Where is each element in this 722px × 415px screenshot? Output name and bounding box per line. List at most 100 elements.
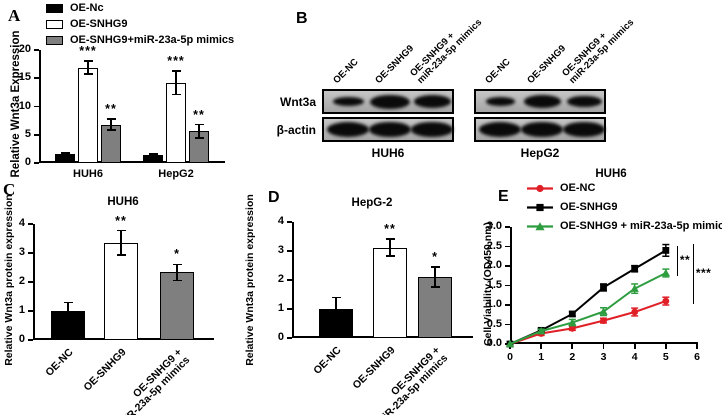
panel-c-plot: 0 1 2 3 4 OE-NC ** OE-SNHG9 * OE-SNHG9 + miR-23a-5…: [19, 214, 214, 415]
panel-a-label: A: [8, 6, 21, 25]
blot-band: [485, 97, 515, 106]
error-bar-cap: [106, 129, 116, 132]
legend-item: OE-SNHG9: [527, 201, 722, 213]
y-tick-label: 4: [277, 215, 284, 227]
significance-label: **: [115, 213, 127, 228]
bar: [373, 247, 407, 338]
data-point: [568, 318, 577, 326]
error-bar-cap: [60, 152, 70, 154]
error-bar-cap: [171, 70, 181, 72]
error-bar: [198, 124, 200, 139]
panel-a-plot: 0 5 10 15 20 *** *** ** ** HUH6 HepG2: [19, 43, 225, 180]
legend-label: OE-SNHG9+miR-23a-5p mimics: [70, 34, 235, 46]
panel-e-label: E: [498, 188, 509, 205]
x-tick-label: 0: [507, 351, 513, 363]
y-tick: [34, 77, 39, 80]
y-axis: [292, 222, 294, 338]
x-category-label-text: OE-SNHG9: [351, 344, 398, 391]
error-bar-cap: [83, 73, 93, 76]
blot-box: [474, 89, 606, 114]
data-point: [505, 339, 515, 348]
label-line: OE-NC: [311, 344, 344, 377]
y-tick-label: 3: [18, 246, 25, 258]
y-tick: [28, 339, 33, 341]
y-tick-label: 2.5: [486, 239, 502, 252]
error-bar: [175, 70, 177, 95]
significance-label: ***: [79, 43, 97, 58]
x-tick: [696, 344, 698, 349]
x-tick-label: 3: [600, 351, 607, 363]
data-point: [536, 326, 546, 335]
significance-label: **: [105, 101, 117, 116]
label-line: OE-SNHG9: [525, 43, 569, 86]
blot-lane-label-text: OE-SNHG9 + miR-23a-5p mimics: [408, 11, 484, 86]
x-tick: [602, 344, 605, 349]
y-tick-label: 4: [18, 217, 25, 229]
blot-band: [327, 122, 369, 137]
legend-swatch: [46, 3, 63, 13]
data-point: [661, 268, 671, 277]
error-bar-cap: [106, 118, 116, 120]
label-line: OE-NC: [331, 56, 361, 86]
blot-row-label: Wnt3a: [280, 95, 316, 109]
error-bar: [67, 302, 69, 320]
data-point: [631, 308, 639, 316]
data-point: [568, 310, 576, 318]
panel-b-label: B: [296, 10, 308, 27]
panel-e-title: HUH6: [595, 168, 627, 180]
error-bar-cap: [63, 318, 73, 321]
y-tick-label: 0: [18, 333, 25, 345]
panel-e-legend: OE-NC OE-SNHG9 OE-SNHG9 + miR-23a-5p mimic…: [527, 182, 722, 239]
x-category-label: HepG2: [158, 168, 194, 180]
legend-label: OE-NC: [560, 182, 596, 194]
blot-box: [322, 89, 454, 114]
blot-lane-label-text: OE-NC: [331, 56, 361, 86]
y-tick: [34, 49, 39, 51]
error-bar-cap: [171, 93, 181, 96]
y-tick-label: 1: [277, 302, 284, 314]
x-category-label-text: OE-NC: [43, 346, 75, 378]
significance-label: **: [384, 221, 396, 236]
y-tick: [34, 162, 39, 164]
y-tick: [505, 245, 510, 248]
y-axis: [510, 227, 512, 344]
y-tick-label: 1: [18, 304, 25, 316]
series-line: [509, 249, 667, 345]
data-point: [662, 247, 670, 254]
blot-band: [332, 96, 364, 107]
error-bar: [87, 60, 89, 75]
y-tick-label: 15: [18, 71, 31, 84]
y-tick: [34, 133, 39, 136]
x-tick-label: 1: [538, 351, 545, 363]
y-axis: [39, 50, 41, 163]
series-line: [509, 300, 667, 345]
x-tick-label: 6: [694, 351, 700, 363]
error-bar: [434, 266, 436, 288]
legend-swatch: [46, 19, 63, 29]
blot-lane-label-text: OE-SNHG9: [373, 43, 416, 86]
y-tick-label: 0.0: [486, 337, 502, 349]
label-line: OE-SNHG9: [81, 346, 129, 394]
blot-group-label: HUH6: [371, 146, 405, 160]
bar: [160, 272, 194, 340]
legend-marker-shape: [535, 221, 545, 230]
blot-band: [411, 122, 453, 137]
x-tick-label: 2: [569, 351, 576, 363]
x-tick-label: 5: [662, 351, 669, 363]
y-tick: [287, 221, 292, 223]
error-bar-cap: [148, 155, 158, 157]
legend-label: OE-SNHG9 + miR-23a-5p mimics: [560, 220, 722, 232]
blot-box: [474, 117, 606, 142]
comparison-bracket: [676, 246, 679, 276]
error-bar-cap: [63, 301, 73, 304]
y-tick: [505, 226, 510, 228]
legend-label: OE-SNHG9: [560, 201, 618, 213]
blot-row-label: β-actin: [276, 123, 316, 137]
y-tick-label: 2.0: [486, 259, 502, 271]
x-tick-label: 4: [631, 351, 638, 363]
legend-label: OE-SNHG9: [70, 18, 128, 30]
panel-e-plot: 0.0 0.5 1.0 1.5 2.0 2.5 3.0 0 1 2 3 4 5 6 ** ***: [487, 220, 711, 363]
blot-lane-label-text: OE-NC: [483, 57, 512, 86]
series-line: [509, 272, 667, 345]
